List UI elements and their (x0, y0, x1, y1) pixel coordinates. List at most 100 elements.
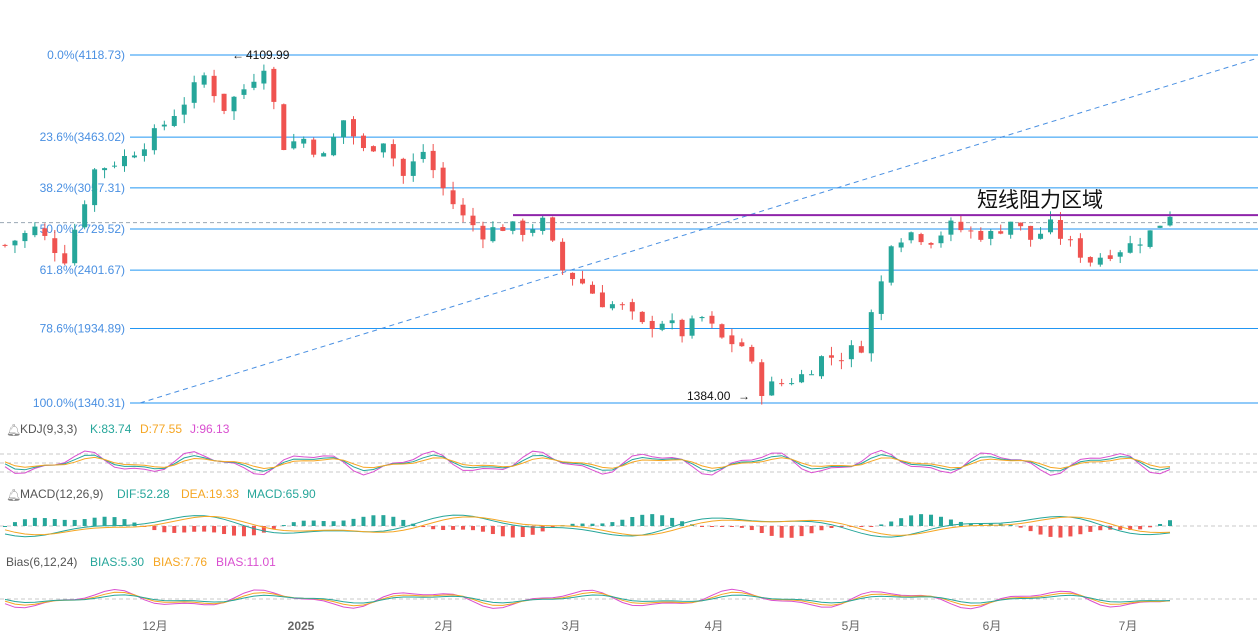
candle-body (560, 241, 566, 271)
macd-hist-bar (1148, 526, 1153, 528)
candle-body (629, 302, 635, 312)
candle-body (22, 233, 28, 242)
macd-hist-bar (480, 526, 485, 532)
candle (938, 231, 944, 248)
candle (779, 378, 785, 387)
candle-body (131, 155, 137, 158)
candle-body (1048, 219, 1054, 233)
candle-body (1087, 257, 1093, 263)
candle-body (141, 149, 147, 156)
candle (759, 359, 765, 405)
macd-hist-bar (162, 526, 167, 533)
macd-hist-bar (779, 526, 784, 538)
candle-body (799, 374, 805, 383)
candle-body (161, 124, 167, 127)
kdj-panel: 🔔︎ KDJ(9,3,3) K:83.74 D:77.55 J:96.13 (6, 422, 230, 437)
kdj-d-line (4, 456, 1171, 470)
candle-body (540, 217, 546, 231)
candle-body (1038, 233, 1044, 239)
candle-body (201, 75, 207, 85)
candle-body (400, 158, 406, 176)
macd-hist-bar (550, 526, 555, 528)
high-arrow-icon: ← (232, 48, 244, 62)
candle (679, 318, 685, 343)
candle-body (281, 104, 287, 151)
macd-hist-bar (948, 519, 953, 526)
candle (460, 198, 466, 223)
candle-body (1137, 244, 1143, 246)
candle (619, 302, 625, 310)
candle (589, 281, 595, 294)
candle-body (570, 272, 576, 280)
candle-body (609, 304, 615, 309)
macd-hist-bar (152, 526, 157, 531)
macd-hist-bar (879, 524, 884, 526)
candle (301, 136, 307, 148)
macd-hist-bar (291, 522, 296, 526)
kdj-k-line (4, 454, 1171, 472)
candle-body (341, 120, 347, 138)
candle-body (749, 346, 755, 362)
bias-2-line (4, 591, 1171, 607)
candle-body (360, 135, 366, 149)
macd-hist-bar (1128, 526, 1133, 531)
kdj-bell-icon: 🔔︎ (6, 423, 21, 437)
candle-body (948, 220, 954, 235)
x-tick-label-1: 2025 (288, 619, 315, 633)
candle-body (978, 230, 984, 240)
candle (420, 144, 426, 163)
macd-hist-bar (321, 521, 326, 526)
candle (540, 214, 546, 235)
bias-2-value: BIAS:7.76 (153, 555, 207, 569)
candle (918, 232, 924, 246)
candle-body (271, 68, 277, 102)
candle (211, 69, 217, 103)
resistance-zone-label: 短线阻力区域 (977, 188, 1103, 212)
candle (131, 151, 137, 159)
candle-body (181, 104, 187, 115)
candle-body (689, 318, 695, 336)
candle (689, 315, 695, 339)
macd-hist-bar (52, 519, 57, 526)
macd-hist-bar (331, 521, 336, 526)
macd-hist-bar (361, 516, 366, 526)
kdj-j-value: J:96.13 (190, 422, 230, 436)
candle (311, 137, 317, 158)
macd-hist-bar (421, 526, 426, 528)
macd-hist-bar (789, 526, 794, 538)
candle-body (351, 119, 357, 137)
candle-body (520, 220, 526, 235)
kdj-j-line (4, 449, 1171, 476)
candle (1147, 230, 1153, 249)
candle (331, 133, 337, 157)
candle-body (619, 304, 625, 306)
macd-hist-bar (62, 519, 67, 526)
candle-body (510, 221, 516, 231)
macd-hist-bar (869, 526, 874, 527)
candle (42, 223, 48, 241)
candle (858, 340, 864, 354)
macd-hist-value: MACD:65.90 (247, 487, 316, 501)
candle-body (92, 169, 98, 206)
candle-body (231, 96, 237, 112)
macd-hist-bar (241, 526, 246, 537)
candle (390, 139, 396, 167)
candle (261, 64, 267, 90)
candle (181, 97, 187, 124)
candle-body (759, 362, 765, 397)
candle (1107, 249, 1113, 262)
macd-hist-bar (889, 521, 894, 526)
candle-body (430, 150, 436, 171)
macd-hist-bar (829, 526, 834, 529)
candle-body (191, 82, 197, 103)
macd-hist-bar (600, 523, 605, 526)
macd-hist-bar (1048, 526, 1053, 537)
candle-body (370, 146, 376, 152)
macd-hist-bar (401, 519, 406, 526)
macd-hist-bar (759, 526, 764, 534)
candle (958, 214, 964, 233)
x-tick-label-0: 12月 (142, 619, 167, 633)
candle (231, 95, 237, 120)
candle (848, 340, 854, 368)
